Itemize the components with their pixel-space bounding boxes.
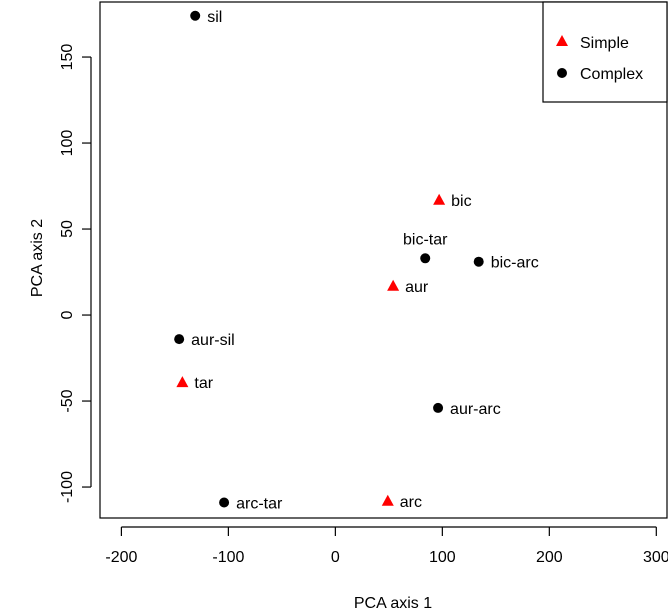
x-tick-label: -200 (105, 549, 137, 566)
legend-box (542, 1, 668, 103)
x-axis-title: PCA axis 1 (354, 595, 432, 612)
point-bic (433, 193, 446, 205)
point-label-sil: sil (207, 9, 222, 26)
point-label-aur-arc: aur-arc (450, 401, 501, 418)
y-tick-label: 100 (59, 130, 76, 157)
point-label-aur-sil: aur-sil (191, 332, 235, 349)
point-aur-sil (174, 334, 185, 345)
y-axis: -100 -50 0 50 100 150 (59, 44, 92, 503)
plot-frame (99, 1, 668, 519)
x-tick-label: 0 (331, 549, 340, 566)
point-label-bic-tar: bic-tar (403, 231, 448, 248)
data-points: bic aur tar arc sil bic-tar bic-arc aur-sil aur-… (174, 9, 539, 513)
y-tick-label: 0 (59, 310, 76, 319)
legend-marker-complex (557, 68, 567, 78)
x-tick-label: 200 (536, 549, 563, 566)
point-arc (381, 494, 394, 506)
point-bic-tar (420, 253, 431, 264)
y-axis-title: PCA axis 2 (29, 219, 46, 297)
legend: Simple Complex (542, 1, 668, 103)
point-label-arc-tar: arc-tar (236, 496, 283, 513)
legend-marker-simple (556, 35, 568, 46)
point-tar (176, 376, 189, 388)
point-label-tar: tar (194, 375, 213, 392)
point-arc-tar (219, 497, 230, 508)
y-tick-label: -100 (59, 471, 76, 503)
x-tick-label: 300 (643, 549, 668, 566)
point-label-aur: aur (405, 279, 429, 296)
point-label-bic: bic (451, 193, 471, 210)
point-label-arc: arc (400, 494, 422, 511)
point-label-bic-arc: bic-arc (491, 255, 539, 272)
x-tick-label: -100 (212, 549, 244, 566)
point-bic-arc (473, 256, 484, 267)
x-axis: -200 -100 0 100 200 300 (105, 526, 668, 566)
y-tick-label: -50 (59, 389, 76, 412)
point-aur (387, 279, 400, 291)
legend-label-simple: Simple (580, 35, 629, 52)
point-sil (190, 10, 201, 21)
point-aur-arc (433, 402, 444, 413)
y-tick-label: 50 (59, 220, 76, 238)
x-tick-label: 100 (429, 549, 456, 566)
legend-label-complex: Complex (580, 66, 643, 83)
y-tick-label: 150 (59, 44, 76, 71)
